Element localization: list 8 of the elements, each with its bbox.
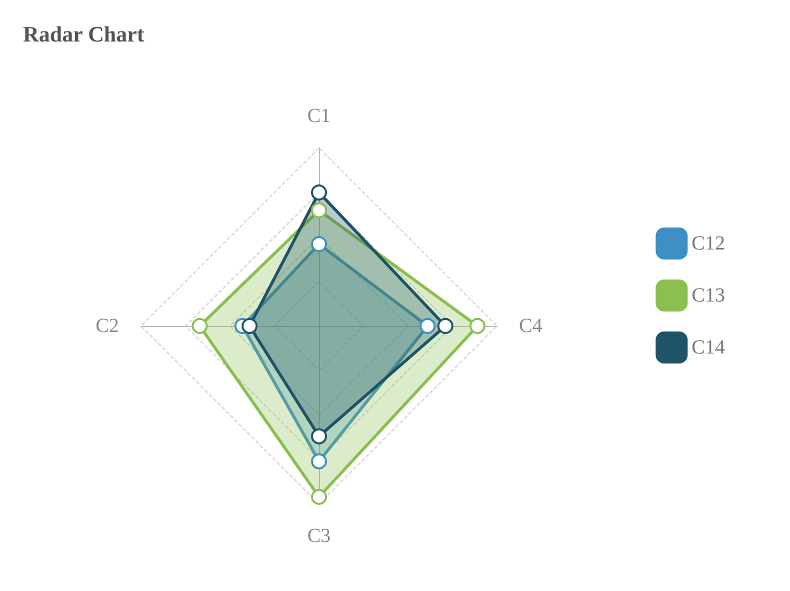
spoke-label: C4 [519, 315, 542, 337]
spoke-label: C1 [307, 105, 331, 127]
chart-title: Radar Chart [23, 22, 145, 46]
legend-label: C14 [692, 336, 726, 358]
legend-label: C13 [692, 284, 726, 306]
legend-label: C12 [692, 232, 726, 254]
spoke-label: C2 [96, 315, 119, 337]
spoke-label: C3 [307, 525, 331, 547]
